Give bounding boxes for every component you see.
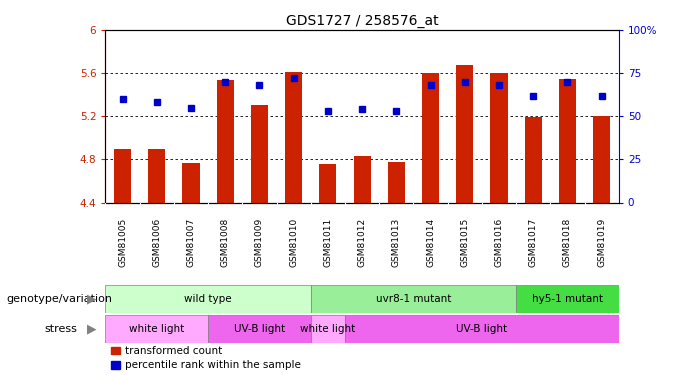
Text: GSM81015: GSM81015 xyxy=(460,218,469,267)
Bar xyxy=(345,315,619,343)
Text: GSM81017: GSM81017 xyxy=(529,218,538,267)
Text: GSM81013: GSM81013 xyxy=(392,218,401,267)
Bar xyxy=(388,162,405,202)
Bar xyxy=(354,156,371,203)
Text: percentile rank within the sample: percentile rank within the sample xyxy=(125,360,301,370)
Text: GSM81010: GSM81010 xyxy=(289,218,298,267)
Text: GSM81007: GSM81007 xyxy=(186,218,195,267)
Text: transformed count: transformed count xyxy=(125,345,222,355)
Bar xyxy=(251,105,268,202)
Text: GSM81016: GSM81016 xyxy=(494,218,503,267)
Text: GSM81009: GSM81009 xyxy=(255,218,264,267)
Bar xyxy=(516,285,619,313)
Bar xyxy=(593,116,610,202)
Text: GSM81012: GSM81012 xyxy=(358,218,367,267)
Text: GSM81014: GSM81014 xyxy=(426,218,435,267)
Text: GSM81006: GSM81006 xyxy=(152,218,161,267)
Bar xyxy=(111,347,120,354)
Bar xyxy=(208,315,311,343)
Text: GSM81011: GSM81011 xyxy=(324,218,333,267)
Bar xyxy=(490,73,507,202)
Bar xyxy=(111,361,120,369)
Text: ▶: ▶ xyxy=(87,322,97,336)
Text: uvr8-1 mutant: uvr8-1 mutant xyxy=(376,294,451,304)
Bar xyxy=(525,117,542,202)
Text: stress: stress xyxy=(44,324,77,334)
Text: GSM81008: GSM81008 xyxy=(221,218,230,267)
Bar xyxy=(148,148,165,202)
Bar xyxy=(217,80,234,203)
Bar xyxy=(105,315,208,343)
Text: GSM81005: GSM81005 xyxy=(118,218,127,267)
Bar xyxy=(311,285,516,313)
Text: white light: white light xyxy=(301,324,356,334)
Bar xyxy=(114,148,131,202)
Text: white light: white light xyxy=(129,324,184,334)
Text: wild type: wild type xyxy=(184,294,232,304)
Text: GSM81018: GSM81018 xyxy=(563,218,572,267)
Bar xyxy=(320,164,337,202)
Bar xyxy=(422,73,439,202)
Bar xyxy=(285,72,302,202)
Bar xyxy=(182,163,199,202)
Bar xyxy=(311,315,345,343)
Bar xyxy=(105,285,311,313)
Text: UV-B light: UV-B light xyxy=(234,324,285,334)
Bar xyxy=(456,64,473,203)
Title: GDS1727 / 258576_at: GDS1727 / 258576_at xyxy=(286,13,439,28)
Text: genotype/variation: genotype/variation xyxy=(7,294,113,304)
Text: ▶: ▶ xyxy=(87,292,97,306)
Text: GSM81019: GSM81019 xyxy=(597,218,606,267)
Text: UV-B light: UV-B light xyxy=(456,324,507,334)
Text: hy5-1 mutant: hy5-1 mutant xyxy=(532,294,603,304)
Bar xyxy=(559,78,576,203)
